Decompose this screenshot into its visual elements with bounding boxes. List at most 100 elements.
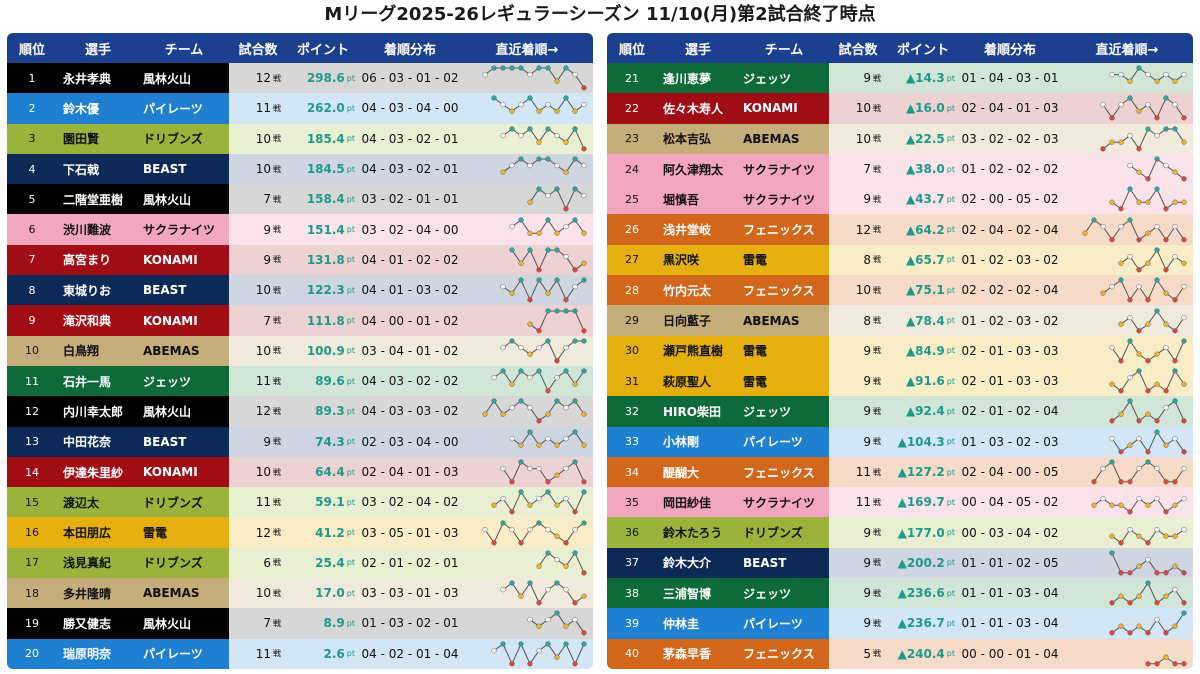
rank-distribution: 02 - 02 - 02 - 04	[959, 275, 1061, 306]
recent-result-point	[563, 368, 569, 374]
rank-distribution: 04 - 01 - 02 - 02	[359, 244, 461, 276]
points-cell: ▲84.9 pt	[887, 335, 959, 366]
header-dist: 着順分布	[983, 42, 1036, 58]
recent-results-line	[502, 158, 585, 173]
player-name: 浅井堂岐	[657, 214, 739, 245]
rank-cell: 23	[607, 123, 657, 154]
recent-result-point	[1163, 442, 1169, 448]
table-row: 22 佐々木寿人 KONAMI 10 戦 ▲16.0 pt 02 - 04 - 01 - 03	[607, 93, 1193, 124]
points-unit: pt	[346, 194, 355, 204]
table-row: 23 松本吉弘 ABEMAS 10 戦 ▲22.5 pt 03 - 02 - 02 - 03	[607, 123, 1193, 154]
recent-result-point	[500, 284, 506, 290]
recent-results-line	[493, 370, 585, 392]
recent-result-point	[527, 72, 533, 78]
recent-result-point	[1109, 550, 1115, 556]
recent-results-line	[1093, 461, 1185, 483]
games-unit: 戦	[873, 346, 881, 356]
recent-result-point	[1181, 72, 1187, 78]
points-unit: pt	[946, 316, 955, 326]
recent-result-point	[581, 193, 587, 199]
recent-result-point	[500, 132, 506, 138]
recent-result-point	[554, 230, 560, 236]
recent-result-point	[1163, 509, 1169, 515]
recent-result-point	[581, 162, 587, 169]
recent-result-point	[581, 411, 587, 418]
recent-result-point	[1154, 186, 1160, 192]
points-value: ▲240.4	[897, 646, 945, 661]
recent-results-sparkline	[1100, 277, 1187, 303]
recent-result-point	[1100, 496, 1106, 502]
points-value: 298.6	[306, 71, 345, 86]
rank-cell: 27	[607, 244, 657, 276]
rank-cell: 38	[607, 578, 657, 609]
recent-result-point	[563, 465, 569, 472]
recent-result-point	[1172, 253, 1178, 260]
recent-result-point	[572, 509, 578, 515]
recent-result-point	[1127, 479, 1133, 485]
recent-results-cell	[461, 335, 593, 366]
recent-results-cell	[461, 608, 593, 639]
team-name: ドリブンズ	[739, 517, 829, 548]
recent-results-cell	[1061, 153, 1193, 185]
points-value: ▲200.2	[897, 555, 945, 570]
recent-result-point	[491, 539, 497, 546]
rank-distribution: 03 - 04 - 01 - 02	[359, 335, 461, 366]
recent-result-point	[1172, 533, 1178, 539]
recent-result-point	[1145, 260, 1151, 266]
team-name: ABEMAS	[139, 335, 229, 366]
recent-result-point	[1145, 321, 1151, 327]
games-unit: 戦	[273, 346, 281, 356]
recent-result-point	[572, 429, 578, 435]
recent-result-point	[1109, 502, 1115, 509]
recent-results-line	[502, 582, 585, 605]
recent-result-point	[1136, 435, 1142, 441]
recent-results-sparkline	[1118, 307, 1187, 333]
points-cell: ▲104.3 pt	[887, 426, 959, 457]
recent-result-point	[527, 199, 533, 206]
points-value: ▲177.0	[897, 525, 945, 540]
recent-result-point	[491, 647, 497, 654]
recent-result-point	[1163, 533, 1169, 539]
recent-results-cell	[1061, 275, 1193, 306]
recent-results-line	[1102, 279, 1185, 302]
rank-cell: 28	[607, 275, 657, 306]
points-cell: ▲75.1 pt	[887, 275, 959, 306]
player-name: 鈴木大介	[657, 547, 739, 579]
points-value: ▲104.3	[897, 434, 945, 449]
recent-result-point	[1136, 533, 1142, 539]
table-row: 39 仲林圭 パイレーツ 9 戦 ▲236.7 pt 01 - 01 - 03 - 04	[607, 608, 1193, 639]
rank-cell: 40	[607, 638, 657, 669]
recent-result-point	[554, 247, 560, 253]
recent-result-point	[1181, 284, 1187, 290]
recent-results-line	[1111, 552, 1185, 574]
points-cell: ▲127.2 pt	[887, 456, 959, 488]
points-unit: pt	[346, 376, 355, 386]
rank-cell: 39	[607, 608, 657, 639]
recent-result-point	[581, 641, 587, 647]
recent-result-point	[563, 223, 569, 229]
recent-result-point	[1163, 593, 1169, 600]
points-cell: 185.4 pt	[287, 123, 359, 154]
recent-result-point	[1172, 357, 1178, 364]
rank-cell: 21	[607, 63, 657, 94]
team-name: 雷電	[139, 517, 229, 548]
recent-results-line	[502, 461, 585, 483]
games-unit: 戦	[273, 376, 281, 386]
recent-result-point	[1100, 290, 1106, 297]
rank-cell: 24	[607, 153, 657, 185]
recent-result-point	[1181, 418, 1187, 424]
recent-result-point	[554, 307, 560, 314]
recent-result-point	[509, 479, 515, 485]
table-row: 24 阿久津翔太 サクラナイツ 7 戦 ▲38.0 pt 01 - 02 - 02 - 02	[607, 153, 1193, 185]
player-name: 石井一馬	[57, 365, 139, 397]
recent-result-point	[509, 580, 515, 586]
recent-results-line	[1084, 218, 1185, 241]
recent-result-point	[563, 405, 569, 411]
recent-result-point	[554, 502, 560, 509]
rank-distribution: 03 - 02 - 02 - 03	[959, 123, 1061, 154]
recent-result-point	[563, 307, 569, 314]
games-value: 11	[255, 374, 271, 389]
table-row: 10 白鳥翔 ABEMAS 10 戦 100.9 pt 03 - 04 - 01 - 02	[7, 335, 593, 366]
games-unit: 戦	[873, 588, 881, 598]
